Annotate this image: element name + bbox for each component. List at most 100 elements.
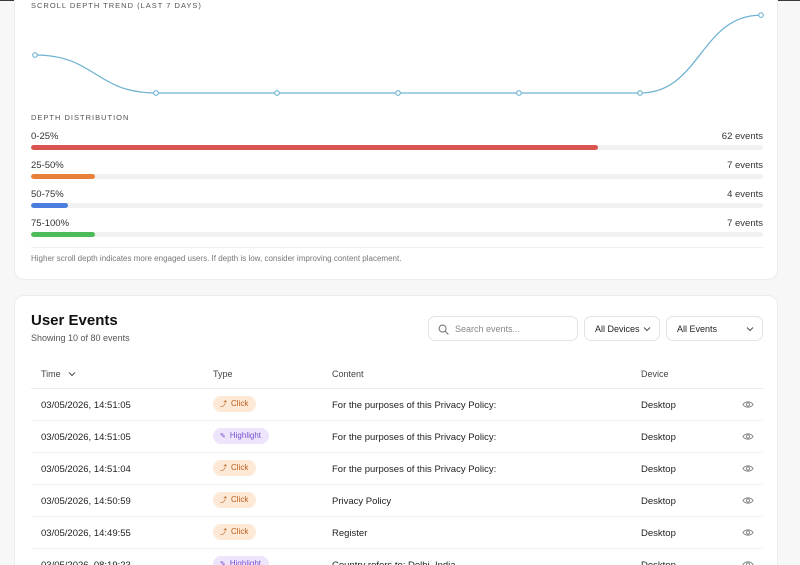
trend-point[interactable] bbox=[637, 90, 643, 96]
depth-count-label: 7 events bbox=[727, 218, 763, 229]
trend-point[interactable] bbox=[32, 52, 38, 58]
depth-count-label: 62 events bbox=[721, 131, 763, 142]
highlighter-icon: ✎ bbox=[220, 433, 226, 440]
eye-icon[interactable] bbox=[742, 464, 754, 473]
table-row[interactable]: 03/05/2026, 14:51:04 ⤴ Click For the purpos… bbox=[31, 453, 763, 485]
table-row[interactable]: 03/05/2026, 14:51:05 ⤴ Click For the purpos… bbox=[31, 389, 763, 421]
depth-bar-fill bbox=[31, 174, 95, 179]
chevron-down-icon bbox=[643, 327, 651, 332]
search-icon bbox=[438, 324, 449, 335]
cursor-click-icon: ⤴ bbox=[220, 529, 227, 536]
depth-bar-fill bbox=[31, 145, 599, 150]
cursor-click-icon: ⤴ bbox=[220, 465, 227, 472]
event-time: 03/05/2026, 14:51:05 bbox=[41, 400, 131, 411]
trend-point[interactable] bbox=[516, 90, 522, 96]
event-content: For the purposes of this Privacy Policy: bbox=[332, 464, 497, 475]
event-content: For the purposes of this Privacy Policy: bbox=[332, 400, 497, 411]
table-row[interactable]: 03/05/2026, 14:49:55 ⤴ Click Register Deskto… bbox=[31, 517, 763, 549]
eye-icon[interactable] bbox=[742, 400, 754, 409]
event-type-badge: ⤴ Click bbox=[213, 460, 257, 476]
event-type-label: Click bbox=[231, 495, 249, 504]
distribution-divider bbox=[31, 247, 763, 248]
distribution-note: Higher scroll depth indicates more engag… bbox=[31, 254, 402, 263]
event-type-label: Click bbox=[231, 527, 249, 536]
depth-bar-fill bbox=[31, 232, 95, 237]
event-type-label: Click bbox=[231, 463, 249, 472]
trend-point[interactable] bbox=[153, 90, 159, 96]
depth-bar-track bbox=[31, 203, 763, 208]
user-events-card: User Events Showing 10 of 80 events All … bbox=[14, 295, 778, 565]
event-device: Desktop bbox=[641, 464, 676, 475]
trend-point[interactable] bbox=[758, 12, 764, 18]
eye-icon[interactable] bbox=[742, 496, 754, 505]
eye-icon[interactable] bbox=[742, 560, 754, 565]
column-header-time-label: Time bbox=[41, 369, 61, 379]
event-type-badge: ✎ Highlight bbox=[213, 428, 270, 444]
event-content: Register bbox=[332, 528, 368, 539]
trend-point[interactable] bbox=[395, 90, 401, 96]
event-filter-value: All Events bbox=[677, 324, 718, 334]
event-content: Country refers to: Delhi, India bbox=[332, 560, 456, 565]
depth-bar-track bbox=[31, 232, 763, 237]
event-content: Privacy Policy bbox=[332, 496, 392, 507]
depth-bar-fill bbox=[31, 203, 68, 208]
depth-row: 0-25% 62 events bbox=[31, 131, 763, 157]
event-device: Desktop bbox=[641, 400, 676, 411]
events-subtitle: Showing 10 of 80 events bbox=[31, 333, 130, 343]
scroll-depth-card: SCROLL DEPTH TREND (LAST 7 DAYS) DEPTH D… bbox=[14, 0, 778, 280]
sort-chevron-icon bbox=[68, 372, 76, 377]
eye-icon[interactable] bbox=[742, 432, 754, 441]
event-time: 03/05/2026, 14:50:59 bbox=[41, 496, 131, 507]
depth-bar-track bbox=[31, 145, 763, 150]
event-time: 03/05/2026, 08:19:23 bbox=[41, 560, 131, 565]
event-time: 03/05/2026, 14:51:05 bbox=[41, 432, 131, 443]
column-header-device: Device bbox=[641, 369, 669, 379]
event-type-badge: ⤴ Click bbox=[213, 492, 257, 508]
column-header-type: Type bbox=[213, 369, 233, 379]
depth-range-label: 25-50% bbox=[31, 160, 64, 171]
cursor-click-icon: ⤴ bbox=[220, 497, 227, 504]
depth-range-label: 50-75% bbox=[31, 189, 64, 200]
event-time: 03/05/2026, 14:51:04 bbox=[41, 464, 131, 475]
distribution-label: DEPTH DISTRIBUTION bbox=[31, 113, 130, 122]
event-device: Desktop bbox=[641, 528, 676, 539]
trend-label: SCROLL DEPTH TREND (LAST 7 DAYS) bbox=[31, 1, 202, 10]
event-device: Desktop bbox=[641, 560, 676, 565]
column-header-content: Content bbox=[332, 369, 364, 379]
search-input[interactable] bbox=[455, 321, 573, 337]
eye-icon[interactable] bbox=[742, 528, 754, 537]
trend-point[interactable] bbox=[274, 90, 280, 96]
scroll-trend-chart bbox=[32, 12, 764, 96]
event-type-badge: ⤴ Click bbox=[213, 524, 257, 540]
event-device: Desktop bbox=[641, 432, 676, 443]
highlighter-icon: ✎ bbox=[220, 561, 226, 565]
depth-bar-track bbox=[31, 174, 763, 179]
event-device: Desktop bbox=[641, 496, 676, 507]
table-row[interactable]: 03/05/2026, 14:51:05 ✎ Highlight For the pu… bbox=[31, 421, 763, 453]
event-type-label: Click bbox=[231, 399, 249, 408]
header-divider bbox=[31, 388, 763, 389]
event-filter-select[interactable]: All Events bbox=[666, 316, 763, 341]
table-row[interactable]: 03/05/2026, 14:50:59 ⤴ Click Privacy Policy… bbox=[31, 485, 763, 517]
depth-row: 25-50% 7 events bbox=[31, 160, 763, 186]
device-filter-select[interactable]: All Devices bbox=[584, 316, 660, 341]
column-header-time[interactable]: Time bbox=[41, 369, 76, 379]
device-filter-value: All Devices bbox=[595, 324, 640, 334]
search-box[interactable] bbox=[428, 316, 578, 341]
depth-count-label: 4 events bbox=[727, 189, 763, 200]
depth-row: 75-100% 7 events bbox=[31, 218, 763, 244]
event-type-label: Highlight bbox=[229, 431, 262, 440]
event-type-badge: ⤴ Click bbox=[213, 396, 257, 412]
table-row[interactable]: 03/05/2026, 08:19:23 ✎Highlight Country re… bbox=[31, 549, 763, 565]
events-title: User Events bbox=[31, 312, 118, 329]
trend-line bbox=[34, 14, 762, 94]
event-content: For the purposes of this Privacy Policy: bbox=[332, 432, 497, 443]
depth-range-label: 75-100% bbox=[31, 218, 70, 229]
chevron-down-icon bbox=[746, 327, 754, 332]
depth-range-label: 0-25% bbox=[31, 131, 59, 142]
event-type-label: Highlight bbox=[229, 559, 262, 565]
event-time: 03/05/2026, 14:49:55 bbox=[41, 528, 131, 539]
depth-row: 50-75% 4 events bbox=[31, 189, 763, 215]
cursor-click-icon: ⤴ bbox=[220, 401, 227, 408]
depth-count-label: 7 events bbox=[727, 160, 763, 171]
